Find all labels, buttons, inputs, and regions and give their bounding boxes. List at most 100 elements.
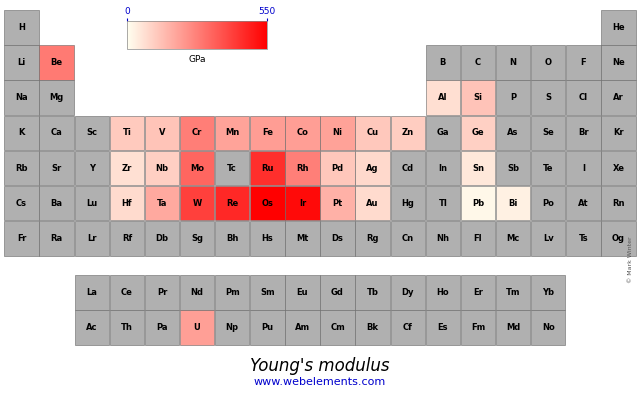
Text: Os: Os [261,199,273,208]
Text: Tb: Tb [367,288,379,297]
Text: Og: Og [612,234,625,243]
Text: Ir: Ir [299,199,306,208]
Text: Sr: Sr [52,164,62,172]
Text: Pr: Pr [157,288,167,297]
Text: Ce: Ce [121,288,133,297]
Text: Rh: Rh [296,164,308,172]
Text: Rg: Rg [367,234,379,243]
Text: Fl: Fl [474,234,483,243]
Text: U: U [194,323,200,332]
Text: Ag: Ag [367,164,379,172]
Text: Se: Se [542,128,554,137]
Text: Ne: Ne [612,58,625,67]
Text: Ds: Ds [332,234,344,243]
Text: Rf: Rf [122,234,132,243]
Text: Na: Na [15,93,28,102]
Text: Er: Er [473,288,483,297]
Text: Pd: Pd [332,164,344,172]
Text: Po: Po [542,199,554,208]
Text: Young's modulus: Young's modulus [250,357,390,375]
Text: Ac: Ac [86,323,97,332]
Text: Cs: Cs [16,199,27,208]
Text: N: N [509,58,516,67]
Text: Pu: Pu [261,323,273,332]
Text: V: V [159,128,165,137]
Text: Te: Te [543,164,554,172]
Text: Md: Md [506,323,520,332]
Text: Sm: Sm [260,288,275,297]
Text: Eu: Eu [296,288,308,297]
Text: Ca: Ca [51,128,63,137]
Text: Rn: Rn [612,199,625,208]
Text: Lr: Lr [87,234,97,243]
Text: C: C [475,58,481,67]
Text: Pa: Pa [156,323,168,332]
Text: I: I [582,164,585,172]
Text: Es: Es [438,323,448,332]
Text: Zr: Zr [122,164,132,172]
Text: Sb: Sb [507,164,519,172]
Text: Nb: Nb [156,164,168,172]
Text: As: As [508,128,519,137]
Text: Zn: Zn [402,128,414,137]
Text: Co: Co [296,128,308,137]
Text: Yb: Yb [542,288,554,297]
Text: Mn: Mn [225,128,239,137]
Text: F: F [580,58,586,67]
Text: Rb: Rb [15,164,28,172]
Text: Cn: Cn [402,234,414,243]
Text: Th: Th [121,323,133,332]
Text: Fr: Fr [17,234,26,243]
Text: Ar: Ar [613,93,624,102]
Text: Cr: Cr [192,128,202,137]
Text: He: He [612,23,625,32]
Text: Am: Am [295,323,310,332]
Text: Pt: Pt [332,199,342,208]
Text: Mo: Mo [190,164,204,172]
Text: Dy: Dy [401,288,414,297]
Text: P: P [510,93,516,102]
Text: Bi: Bi [508,199,518,208]
Text: Np: Np [226,323,239,332]
Text: H: H [18,23,25,32]
Text: Pb: Pb [472,199,484,208]
Text: La: La [86,288,97,297]
Text: Tm: Tm [506,288,520,297]
Text: Ni: Ni [333,128,342,137]
Text: Cd: Cd [402,164,414,172]
Text: Nh: Nh [436,234,449,243]
Text: Be: Be [51,58,63,67]
Text: Re: Re [226,199,238,208]
Text: Mt: Mt [296,234,308,243]
Text: Nd: Nd [191,288,204,297]
Text: Ts: Ts [579,234,588,243]
Text: www.webelements.com: www.webelements.com [254,377,386,387]
Text: © Mark Winter: © Mark Winter [628,237,633,283]
Text: B: B [440,58,446,67]
Text: GPa: GPa [188,55,206,64]
Text: Cl: Cl [579,93,588,102]
Text: Ti: Ti [122,128,131,137]
Text: O: O [545,58,552,67]
Text: Ge: Ge [472,128,484,137]
Text: Mc: Mc [506,234,520,243]
Text: Fm: Fm [471,323,485,332]
Text: Hg: Hg [401,199,414,208]
Text: Sn: Sn [472,164,484,172]
Text: Bk: Bk [367,323,379,332]
Text: Mg: Mg [49,93,64,102]
Text: Y: Y [89,164,95,172]
Text: Lu: Lu [86,199,97,208]
Text: Lv: Lv [543,234,554,243]
Text: Cm: Cm [330,323,345,332]
Text: Kr: Kr [613,128,624,137]
Text: Hf: Hf [122,199,132,208]
Text: Xe: Xe [612,164,625,172]
Text: Hs: Hs [262,234,273,243]
Text: Ba: Ba [51,199,63,208]
Text: Sc: Sc [86,128,97,137]
Text: K: K [19,128,25,137]
Text: Pm: Pm [225,288,239,297]
Text: Ru: Ru [261,164,273,172]
Text: Cf: Cf [403,323,413,332]
